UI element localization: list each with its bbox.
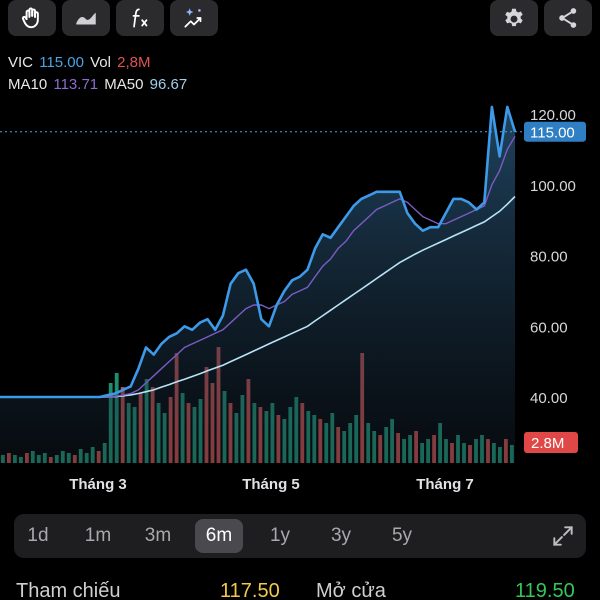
- y-tick-label: 100.00: [530, 178, 576, 195]
- price-chart[interactable]: 120.00 100.00 80.00 60.00 40.00 115.00 2.8M Thá…: [0, 95, 600, 495]
- period-6m[interactable]: 6m: [195, 519, 243, 553]
- expand-icon[interactable]: [550, 523, 576, 549]
- ma50-value: 96.67: [149, 76, 188, 93]
- indicator-button[interactable]: [116, 0, 164, 36]
- period-1m[interactable]: 1m: [84, 525, 112, 546]
- function-icon: [132, 8, 148, 28]
- gear-icon: [505, 8, 523, 27]
- settings-button[interactable]: [490, 0, 538, 36]
- period-1y[interactable]: 1y: [269, 525, 291, 546]
- volume-value: 2,8M: [117, 54, 151, 71]
- quote-info-row: Tham chiếu 117.50 Mở cửa 119.50: [0, 580, 600, 600]
- period-5y[interactable]: 5y: [391, 525, 413, 546]
- ma10-value: 113.71: [53, 76, 99, 93]
- price-value: 115.00: [39, 54, 84, 71]
- period-1d[interactable]: 1d: [27, 525, 49, 546]
- open-price-value: 119.50: [515, 580, 575, 600]
- x-tick-label: Tháng 7: [416, 476, 474, 493]
- share-button[interactable]: [544, 0, 592, 36]
- open-price-label: Mở cửa: [316, 580, 386, 600]
- chart-toolbar: [0, 0, 600, 40]
- y-tick-label: 40.00: [530, 390, 568, 407]
- price-area: [0, 106, 515, 464]
- x-tick-label: Tháng 5: [242, 476, 300, 493]
- hand-icon: [21, 7, 39, 29]
- current-price-label: 115.00: [530, 125, 575, 142]
- reference-price-label: Tham chiếu: [16, 580, 121, 600]
- chart-legend: VIC 115.00 Vol 2,8M MA10 113.71 MA50 96.…: [8, 52, 189, 96]
- ma50-label: MA50: [104, 76, 144, 93]
- reference-price-value: 117.50: [220, 580, 280, 600]
- y-tick-label: 120.00: [530, 107, 576, 124]
- period-selector: 1d 1m 3m 6m 1y 3y 5y: [14, 514, 586, 558]
- price-chart-svg: 120.00 100.00 80.00 60.00 40.00 115.00 2.8M Thá…: [0, 105, 586, 493]
- period-3m[interactable]: 3m: [144, 525, 172, 546]
- area-chart-icon: [76, 12, 96, 25]
- share-icon: [559, 8, 577, 28]
- chart-type-button[interactable]: [62, 0, 110, 36]
- price-line: [0, 105, 517, 399]
- y-tick-label: 80.00: [530, 249, 568, 266]
- current-price-badge: [524, 121, 586, 142]
- symbol-label: VIC: [8, 54, 34, 71]
- smart-analysis-button[interactable]: [170, 0, 218, 36]
- period-3y[interactable]: 3y: [330, 525, 352, 546]
- magic-trend-icon: [184, 8, 202, 28]
- hand-tool-button[interactable]: [8, 0, 56, 36]
- ma10-label: MA10: [8, 76, 48, 93]
- current-volume-label: 2.8M: [531, 435, 564, 452]
- x-tick-label: Tháng 3: [69, 476, 127, 493]
- current-volume-badge: [524, 432, 578, 453]
- volume-label: Vol: [90, 54, 111, 71]
- y-tick-label: 60.00: [530, 319, 568, 336]
